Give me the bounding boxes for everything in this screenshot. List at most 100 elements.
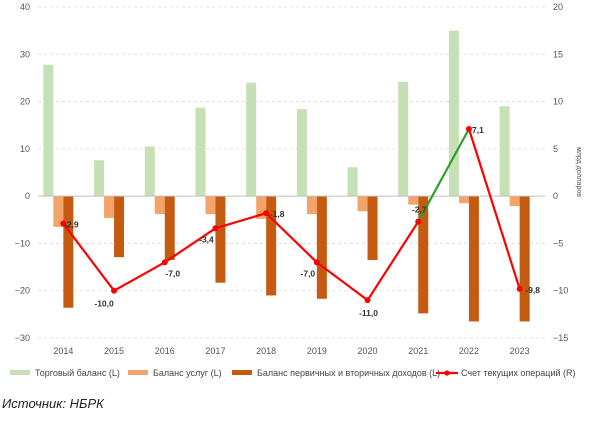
legend-marker (444, 370, 450, 376)
x-tick-label: 2015 (104, 346, 124, 356)
x-tick-label: 2016 (155, 346, 175, 356)
y-right-tick-label: 20 (553, 2, 563, 12)
bar (215, 196, 226, 283)
source-note: Источник: НБРК (2, 396, 104, 411)
data-label: -2,9 (64, 220, 79, 230)
legend-label: Баланс услуг (L) (153, 368, 222, 378)
bar (468, 196, 479, 322)
bar (154, 196, 165, 215)
bars (43, 30, 530, 322)
line-segment (417, 128, 470, 223)
data-label: -1,8 (270, 209, 285, 219)
line-point (60, 220, 67, 227)
x-tick-label: 2019 (307, 346, 327, 356)
bar (256, 196, 267, 219)
line-point (415, 218, 422, 225)
y-right-tick-label: −15 (553, 333, 568, 343)
line-point (313, 259, 320, 266)
y-left-tick-label: −30 (15, 333, 30, 343)
line-segment (366, 221, 420, 301)
line-segment (467, 128, 521, 290)
y-right-tick-label: −10 (553, 286, 568, 296)
legend-label: Торговый баланс (L) (35, 368, 120, 378)
data-label: -3,4 (199, 234, 214, 244)
x-tick-label: 2022 (459, 346, 479, 356)
bar (104, 196, 115, 218)
bar (43, 64, 54, 197)
bar (306, 196, 317, 215)
bar (398, 81, 409, 197)
legend-swatch (128, 370, 148, 375)
bar (266, 196, 277, 296)
line-point (364, 297, 371, 304)
y-left-tick-label: −20 (15, 286, 30, 296)
y-right-tick-label: 0 (553, 191, 558, 201)
line-segment (316, 261, 369, 302)
bar (205, 196, 216, 215)
line-point (516, 285, 523, 292)
x-tick-label: 2021 (408, 346, 428, 356)
bar (114, 196, 125, 258)
bar (296, 109, 307, 197)
right-axis-title: млрд долларов (575, 147, 582, 197)
data-label: -9,8 (525, 285, 540, 295)
bar (519, 196, 530, 322)
line-point (263, 210, 270, 217)
legend-label: Баланс первичных и вторичных доходов (L) (257, 368, 440, 378)
x-tick-label: 2023 (510, 346, 530, 356)
y-left-tick-label: 0 (25, 191, 30, 201)
legend-swatch (232, 370, 252, 375)
data-label: -7,0 (301, 268, 316, 278)
y-left-tick-label: −10 (15, 238, 30, 248)
bar (448, 30, 459, 197)
line-segment (113, 261, 166, 292)
bar (458, 196, 469, 204)
legend-label: Счет текущих операций (R) (461, 368, 576, 378)
y-right-tick-label: 10 (553, 97, 563, 107)
bar (509, 196, 520, 207)
bar (367, 196, 378, 260)
bar (347, 167, 358, 197)
x-tick-label: 2017 (205, 346, 225, 356)
line-point (465, 125, 472, 132)
data-labels: -2,9 -10,0 -7,0 -3,4 -1,8 -7,0 -11,0 -2,7 7,1 -9,… (64, 125, 540, 318)
x-tick-label: 2018 (256, 346, 276, 356)
bar (94, 160, 105, 197)
x-tick-label: 2020 (358, 346, 378, 356)
line-point (111, 287, 118, 294)
bar (144, 146, 155, 197)
bar (357, 196, 368, 212)
y-left-tick-label: 10 (20, 144, 30, 154)
bar (316, 196, 327, 299)
bar (53, 196, 64, 227)
data-label: -7,0 (165, 268, 180, 278)
y-right-tick-label: −5 (553, 238, 563, 248)
bar (418, 196, 429, 314)
bar (408, 196, 419, 205)
current-account-line (60, 125, 523, 304)
legend-swatch (10, 370, 30, 375)
y-right-tick-label: 5 (553, 144, 558, 154)
bar (499, 106, 510, 197)
y-left-tick-label: 40 (20, 2, 30, 12)
data-label: -2,7 (412, 205, 427, 215)
y-left-tick-label: 20 (20, 97, 30, 107)
bar (164, 196, 175, 260)
line-point (212, 225, 219, 232)
data-label: 7,1 (472, 125, 484, 135)
data-label: -10,0 (94, 299, 114, 309)
data-label: -11,0 (359, 308, 378, 318)
bar (63, 196, 74, 308)
legend: Торговый баланс (L) Баланс услуг (L) Балан… (10, 368, 576, 378)
line-point (161, 259, 168, 266)
x-tick-label: 2014 (53, 346, 73, 356)
line-segment (265, 212, 318, 264)
line-segment (164, 227, 217, 264)
y-left-tick-label: 30 (20, 49, 30, 59)
bar (195, 107, 206, 197)
y-right-tick-label: 15 (553, 49, 563, 59)
line-segment (215, 212, 267, 230)
bar (246, 82, 257, 197)
